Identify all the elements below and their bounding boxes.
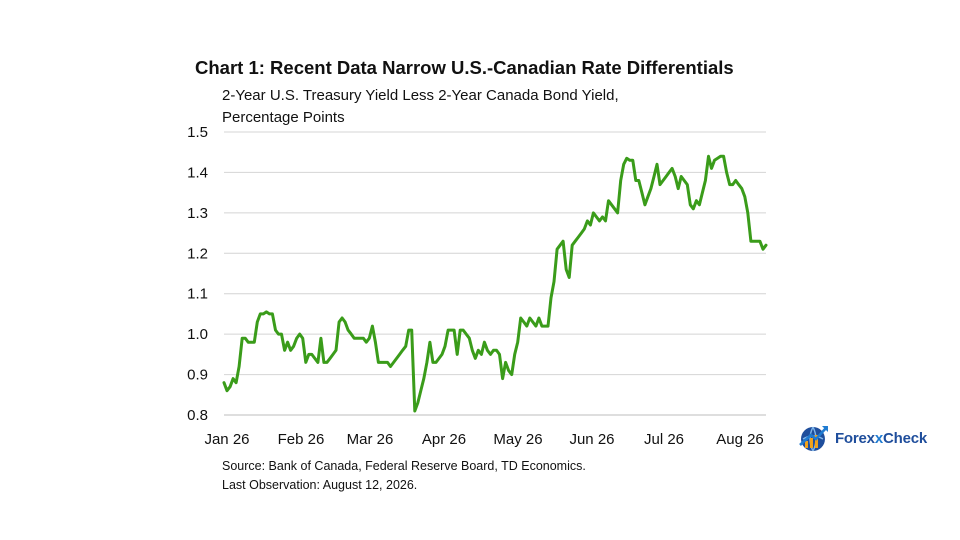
globe-arrow-icon <box>799 426 828 452</box>
x-tick-label: Apr 26 <box>422 431 466 448</box>
x-tick-label: May 26 <box>493 431 542 448</box>
x-axis: Jan 26 Feb 26 Mar 26 Apr 26 May 26 Jun 26 Jul … <box>204 431 763 448</box>
y-tick-label: 1.3 <box>187 205 208 222</box>
series-group <box>222 154 768 413</box>
y-tick-label: 0.9 <box>187 367 208 384</box>
x-tick-label: Jul 26 <box>644 431 684 448</box>
logo-wordmark: ForexxCheck <box>834 429 927 447</box>
y-tick-label: 0.8 <box>187 407 208 424</box>
x-tick-label: Aug 26 <box>716 431 764 448</box>
y-tick-label: 1.4 <box>187 164 208 181</box>
y-tick-label: 1.0 <box>187 326 208 343</box>
gridlines <box>224 131 766 416</box>
y-tick-label: 1.5 <box>187 124 208 141</box>
x-tick-label: Feb 26 <box>278 431 325 448</box>
footnote: Source: Bank of Canada, Federal Reserve … <box>222 457 586 495</box>
x-tick-label: Jan 26 <box>204 431 249 448</box>
y-tick-label: 1.2 <box>187 245 208 262</box>
subtitle-line-1: 2-Year U.S. Treasury Yield Less 2-Year C… <box>222 87 619 104</box>
source-note: Source: Bank of Canada, Federal Reserve … <box>222 459 586 473</box>
chart-title: Chart 1: Recent Data Narrow U.S.-Canadia… <box>195 57 734 78</box>
series-line <box>222 154 768 413</box>
y-tick-label: 1.1 <box>187 286 208 303</box>
y-axis: 0.8 0.9 1.0 1.1 1.2 1.3 1.4 1.5 <box>187 124 208 424</box>
forexcheck-logo: ForexxCheck <box>797 420 927 456</box>
chart-subtitle: 2-Year U.S. Treasury Yield Less 2-Year C… <box>222 85 742 129</box>
x-tick-label: Mar 26 <box>347 431 394 448</box>
subtitle-line-2: Percentage Points <box>222 109 345 126</box>
last-observation-note: Last Observation: August 12, 2026. <box>222 478 418 492</box>
x-tick-label: Jun 26 <box>569 431 614 448</box>
